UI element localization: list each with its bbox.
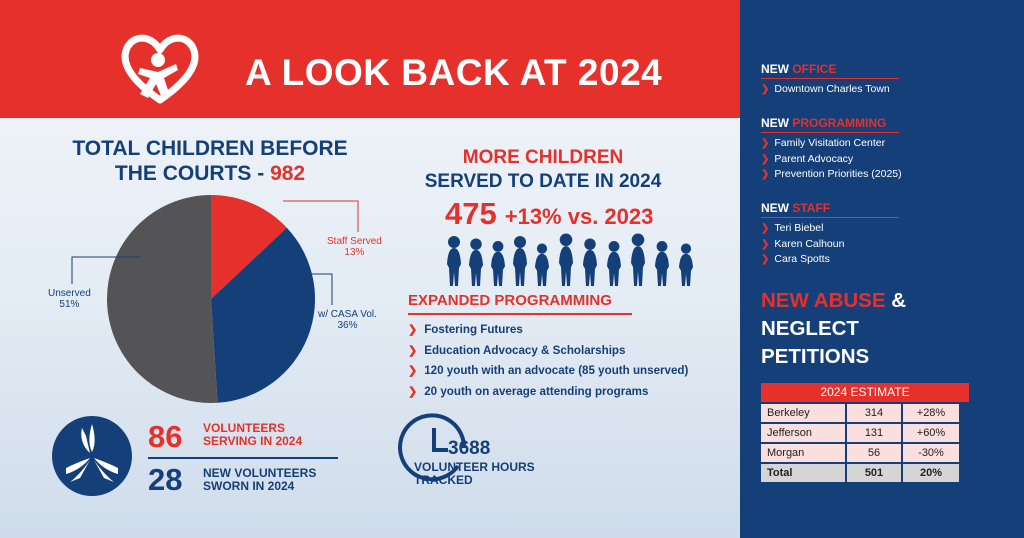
chevron-right-icon: ❯ (761, 254, 770, 265)
list-item: ❯ Fostering Futures (408, 323, 523, 336)
chevron-right-icon: ❯ (761, 153, 770, 165)
section-heading: NEW OFFICE (761, 62, 837, 76)
volunteers-serving-label: VOLUNTEERS SERVING IN 2024 (203, 421, 303, 448)
pie-label-staff: Staff Served 13% (327, 236, 382, 258)
pie-label-unserved: Unserved 51% (48, 288, 91, 310)
new-volunteers-count: 28 (148, 462, 183, 497)
hands-together-icon (52, 416, 132, 496)
child-silhouette (679, 243, 693, 286)
section-heading: NEW STAFF (761, 201, 831, 215)
chevron-right-icon: ❯ (408, 385, 418, 398)
clock-icon (398, 413, 467, 482)
heart-figure-icon (121, 34, 199, 104)
chevron-right-icon: ❯ (761, 238, 770, 250)
new-volunteers-label: NEW VOLUNTEERS SWORN IN 2024 (203, 466, 317, 493)
more-children-title: MORE CHILDREN SERVED TO DATE IN 2024 (424, 147, 662, 192)
list-item: ❯ Parent Advocacy (761, 152, 854, 165)
abuse-petitions-title: NEW ABUSE & NEGLECT PETITIONS (761, 289, 907, 368)
child-silhouette (491, 241, 505, 286)
child-silhouette (583, 238, 597, 286)
children-silhouettes-icon (447, 233, 693, 286)
pie-slice-unserved (107, 195, 218, 403)
chevron-right-icon: ❯ (761, 138, 770, 149)
volunteer-hours-label: VOLUNTEER HOURS TRACKED (414, 460, 535, 487)
table-row: Jefferson 131 +60% (761, 424, 959, 442)
section-heading: NEW PROGRAMMING (761, 116, 887, 130)
table-row: Morgan 56 -30% (761, 444, 959, 462)
list-item: ❯ 20 youth on average attending programs (408, 384, 649, 398)
child-silhouette (447, 236, 461, 286)
page-title: A LOOK BACK AT 2024 (245, 52, 663, 93)
volunteer-hours-count: 3688 (448, 438, 491, 459)
new-programming-section: NEW PROGRAMMING ❯ Family Visitation Cente… (761, 116, 902, 183)
table-total-row: Total 501 20% (761, 464, 959, 482)
pie-slice-w-casa-vol (211, 227, 316, 403)
expanded-underline (408, 313, 632, 315)
list-item: ❯ Downtown Charles Town (761, 83, 890, 95)
list-item: ❯ Karen Calhoun (761, 237, 845, 250)
child-silhouette (469, 238, 483, 286)
list-item: ❯ Education Advocacy & Scholarships (408, 343, 626, 357)
total-children-value: 982 (270, 162, 306, 185)
section-underline (761, 217, 899, 218)
list-item: ❯ Cara Spotts (761, 253, 830, 265)
child-silhouette (607, 241, 621, 286)
chevron-right-icon: ❯ (761, 223, 770, 234)
list-item: ❯ Family Visitation Center (761, 137, 886, 149)
volunteers-serving-count: 86 (148, 419, 183, 454)
list-item: ❯ Prevention Priorities (2025) (761, 168, 902, 180)
child-silhouette (631, 233, 645, 286)
new-staff-section: NEW STAFF ❯ Teri Biebel ❯ Karen Calhoun ❯ C… (761, 201, 899, 268)
pie-slice-staff-served (211, 195, 287, 299)
section-underline (761, 132, 899, 133)
section-underline (761, 78, 899, 79)
chevron-right-icon: ❯ (408, 365, 418, 377)
pie-leader-lines (71, 200, 359, 305)
chevron-right-icon: ❯ (408, 344, 418, 357)
child-silhouette (535, 243, 549, 286)
child-silhouette (655, 241, 669, 286)
child-silhouette (513, 236, 527, 286)
total-children-title: TOTAL CHILDREN BEFORE THE COURTS - 982 (72, 137, 348, 185)
chevron-right-icon: ❯ (761, 169, 770, 180)
chevron-right-icon: ❯ (761, 84, 770, 95)
children-pie-chart (107, 195, 316, 403)
child-silhouette (559, 233, 573, 286)
list-item: ❯ 120 youth with an advocate (85 youth un… (408, 364, 689, 377)
list-item: ❯ Teri Biebel (761, 222, 824, 234)
header-banner: A LOOK BACK AT 2024 (0, 0, 740, 118)
new-office-section: NEW OFFICE ❯ Downtown Charles Town (761, 62, 899, 98)
chevron-right-icon: ❯ (408, 324, 418, 336)
served-count-line: 475 +13% vs. 2023 (445, 196, 653, 232)
served-count: 475 (445, 196, 497, 231)
expanded-programming-list: ❯ Fostering Futures ❯ Education Advocacy &… (408, 320, 688, 402)
divider (148, 457, 338, 459)
estimate-table-header: 2024 ESTIMATE (761, 383, 969, 402)
served-change: +13% vs. 2023 (504, 204, 654, 229)
table-row: Berkeley 314 +28% (761, 404, 959, 422)
estimate-table: Berkeley 314 +28% Jefferson 131 +60% Mor… (761, 402, 959, 484)
pie-label-casa: w/ CASA Vol. 36% (318, 309, 377, 331)
expanded-programming-title: EXPANDED PROGRAMMING (408, 292, 612, 309)
